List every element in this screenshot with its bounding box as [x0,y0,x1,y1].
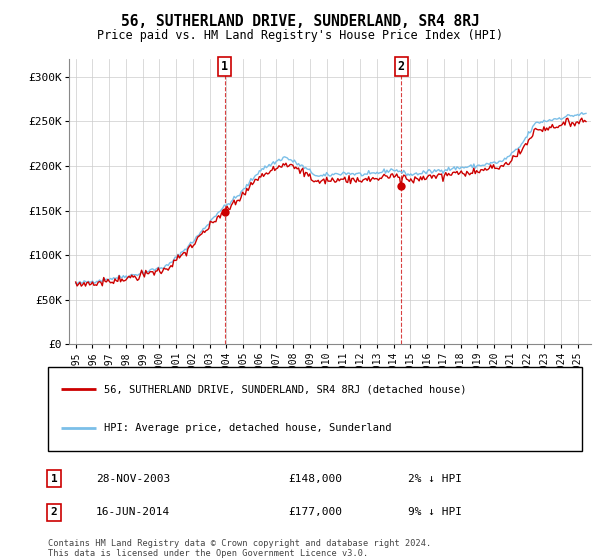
Text: £177,000: £177,000 [288,507,342,517]
Text: 9% ↓ HPI: 9% ↓ HPI [408,507,462,517]
Text: HPI: Average price, detached house, Sunderland: HPI: Average price, detached house, Sund… [104,423,392,433]
Text: £148,000: £148,000 [288,474,342,484]
Text: 16-JUN-2014: 16-JUN-2014 [96,507,170,517]
Text: Contains HM Land Registry data © Crown copyright and database right 2024.
This d: Contains HM Land Registry data © Crown c… [48,539,431,558]
Text: 2% ↓ HPI: 2% ↓ HPI [408,474,462,484]
Text: 2: 2 [398,60,405,73]
Text: 1: 1 [50,474,58,484]
Text: 28-NOV-2003: 28-NOV-2003 [96,474,170,484]
Text: Price paid vs. HM Land Registry's House Price Index (HPI): Price paid vs. HM Land Registry's House … [97,29,503,42]
Text: 56, SUTHERLAND DRIVE, SUNDERLAND, SR4 8RJ (detached house): 56, SUTHERLAND DRIVE, SUNDERLAND, SR4 8R… [104,385,467,394]
Text: 56, SUTHERLAND DRIVE, SUNDERLAND, SR4 8RJ: 56, SUTHERLAND DRIVE, SUNDERLAND, SR4 8R… [121,14,479,29]
Text: 1: 1 [221,60,229,73]
Text: 2: 2 [50,507,58,517]
FancyBboxPatch shape [48,367,582,451]
